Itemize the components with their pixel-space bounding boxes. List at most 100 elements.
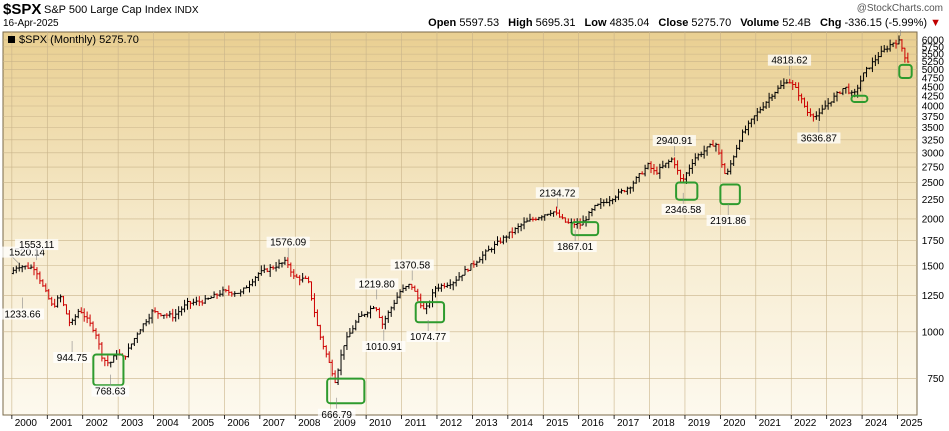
ohlc-bar (555, 206, 559, 216)
annotation-label: 2346.58 (665, 205, 702, 216)
ohlc-bar (534, 217, 538, 221)
ohlc-bar (513, 227, 517, 235)
ohlc-bar (794, 82, 798, 88)
ohlc-bar (891, 42, 895, 48)
ohlc-bar (844, 86, 848, 94)
x-tick-label: 2002 (86, 418, 109, 429)
x-tick-label: 2024 (865, 418, 888, 429)
ohlc-bar (129, 343, 133, 350)
ohlc-bar (764, 101, 768, 109)
ohlc-bar (171, 308, 175, 322)
ohlc-bar (726, 168, 730, 175)
price-chart[interactable]: 750 1000 1250 1500 1750 2000 2250 2500 2750 3000 3… (0, 30, 949, 431)
ohlc-bar (625, 186, 629, 195)
annotation-bg (390, 259, 434, 271)
y-tick-label: 5250 (922, 57, 945, 68)
ohlc-bar (746, 120, 750, 136)
highlight-box (675, 181, 699, 201)
ohlc-bar (233, 291, 237, 297)
ohlc-bar (888, 39, 892, 52)
ohlc-bar (150, 309, 154, 324)
ohlc-bar (416, 288, 420, 302)
ohlc-bar (655, 166, 659, 175)
ohlc-bar (773, 91, 777, 99)
ohlc-bar (144, 319, 148, 327)
ohlc-bar (200, 299, 204, 306)
ohlc-bar (372, 305, 376, 310)
ohlc-bar (271, 265, 275, 270)
ohlc-bar (310, 281, 314, 301)
ohlc-bar (106, 355, 110, 367)
ohlc-bar (800, 93, 804, 104)
highlight-box (92, 353, 125, 387)
ohlc-bar (259, 265, 263, 276)
annotation-label: 1074.77 (410, 332, 447, 343)
ohlc-bar (829, 101, 833, 107)
ohlc-bar (183, 299, 187, 313)
annotation-bg (406, 331, 450, 343)
ohlc-bar (342, 345, 346, 360)
ohlc-bar (212, 291, 216, 299)
ohlc-bar (274, 261, 278, 272)
price-annotation: 2940.91 (652, 135, 696, 157)
ohlc-bar (549, 210, 553, 217)
ohlc-bar (596, 203, 600, 207)
ohlc-bar (265, 267, 269, 273)
y-tick-label: 4250 (922, 92, 945, 103)
ohlc-bar (738, 139, 742, 150)
ohlc-bar (307, 276, 311, 284)
ohlc-bar (383, 315, 387, 330)
annotation-bg (706, 214, 750, 226)
annotation-label: 4818.62 (771, 56, 808, 67)
x-tick-label: 2011 (405, 418, 427, 429)
ohlc-bar (847, 83, 851, 95)
ohlc-bar (487, 245, 491, 252)
ohlc-bar (466, 268, 470, 273)
y-tick-label: 1250 (922, 291, 945, 302)
grid-lines (3, 32, 917, 415)
ohlc-bar (348, 327, 352, 338)
ohlc-bar (451, 281, 455, 291)
ohlc-bar (70, 318, 74, 325)
ohlc-bar (56, 295, 60, 308)
y-axis: 750 1000 1250 1500 1750 2000 2250 2500 2750 3000 3… (922, 35, 945, 385)
ohlc-bar (410, 283, 414, 290)
ohlc-bar (64, 304, 68, 315)
annotation-label: 1233.66 (4, 310, 41, 321)
price-annotation: 1370.58 (390, 259, 434, 281)
y-tick-label: 2750 (922, 163, 945, 174)
ohlc-bar (690, 159, 694, 174)
ohlc-bar (363, 313, 367, 318)
annotation-bg (797, 132, 841, 144)
ohlc-bar (17, 262, 21, 272)
ohlc-bar (35, 267, 39, 280)
ohlc-bar (498, 237, 502, 244)
ohlc-bar (147, 313, 151, 325)
open-value: 5597.53 (459, 17, 500, 29)
ohlc-bar (29, 264, 33, 270)
annotation-bg (15, 239, 59, 251)
annotation-bg (535, 187, 580, 199)
ohlc-bar (230, 291, 234, 297)
price-annotation: 768.63 (91, 374, 130, 398)
ohlc-bar (637, 173, 641, 183)
ohlc-bar (705, 146, 709, 156)
ohlc-bar (14, 265, 18, 274)
x-tick-label: 2013 (475, 418, 498, 429)
ohlc-bar (354, 319, 358, 331)
ohlc-bar (345, 332, 349, 350)
ohlc-bar (463, 265, 467, 276)
price-annotation: 1576.09 (266, 236, 310, 258)
ohlc-bar (156, 311, 160, 319)
annotation-bg (53, 352, 91, 364)
ohlc-bar (245, 285, 249, 289)
ohlc-bar (882, 45, 886, 53)
ohlc-bar (135, 332, 139, 344)
ohlc-bar (221, 286, 225, 297)
annotation-label: 2940.91 (656, 136, 693, 147)
ohlc-bar (605, 198, 609, 204)
chg-value: -336.15 (-5.99%) (844, 17, 928, 29)
annotation-label: 2191.86 (710, 216, 747, 227)
ohlc-bar (253, 276, 257, 287)
ohlc-bar (469, 263, 473, 271)
